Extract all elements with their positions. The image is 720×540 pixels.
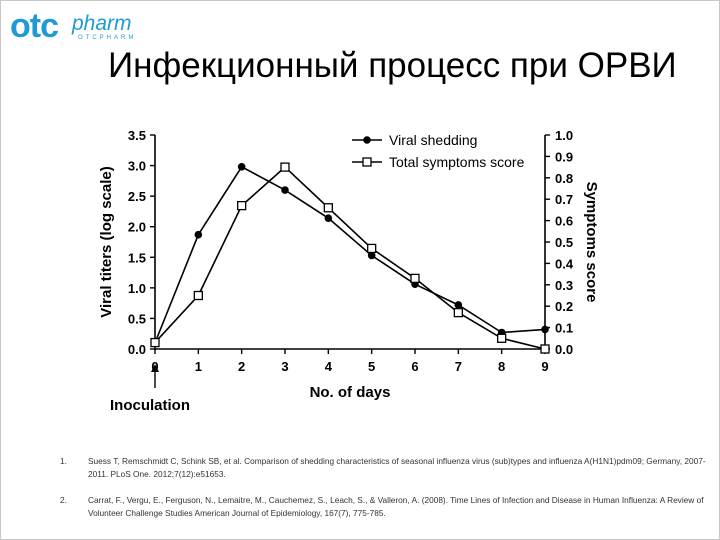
right-y-tick-label: 0.0 — [555, 342, 573, 357]
viral-shedding-point — [454, 301, 463, 309]
logo-part-subtitle: OTCPHARM — [78, 35, 137, 41]
legend-label: Viral shedding — [389, 132, 477, 148]
symptoms-score-point — [497, 333, 507, 343]
right-y-tick-label: 0.4 — [555, 256, 574, 271]
x-tick-label: 9 — [541, 359, 548, 374]
symptoms-score-point — [150, 337, 160, 348]
legend-marker-viral-shedding — [363, 136, 371, 144]
symptoms-score-point — [280, 162, 290, 172]
x-axis-label: No. of days — [310, 384, 391, 401]
right-y-tick-label: 0.8 — [555, 171, 573, 186]
left-y-tick-label: 2.0 — [128, 220, 146, 235]
x-tick-label: 7 — [455, 359, 462, 374]
reference-number: 2. — [60, 495, 67, 505]
right-y-tick-label: 0.1 — [555, 321, 573, 336]
left-y-tick-label: 2.5 — [128, 189, 146, 204]
reference-text: Suess T, Remschmidt C, Schink SB, et al.… — [88, 456, 706, 479]
reference-item: 2. Carrat, F., Vergu, E., Ferguson, N., … — [60, 494, 710, 520]
left-y-tick-label: 1.5 — [128, 250, 146, 265]
inoculation-label: Inoculation — [110, 397, 190, 414]
symptoms-score-point — [453, 307, 463, 318]
right-y-tick-label: 0.9 — [555, 149, 573, 164]
right-y-tick-label: 1.0 — [555, 128, 573, 143]
right-y-tick-label: 0.6 — [555, 214, 573, 229]
otcpharm-logo: otc pharm OTCPHARM — [10, 6, 150, 46]
symptoms-score-point — [410, 273, 420, 284]
viral-shedding-point — [541, 325, 549, 334]
symptoms-score-point — [540, 344, 550, 354]
symptoms-score-point — [193, 290, 203, 301]
right-y-tick-label: 0.5 — [555, 235, 573, 250]
x-tick-label: 1 — [195, 359, 202, 374]
symptoms-score-point — [367, 243, 377, 254]
x-tick-label: 4 — [325, 359, 333, 374]
x-tick-label: 6 — [411, 359, 418, 374]
left-y-tick-label: 0.5 — [128, 311, 146, 326]
viral-shedding-point — [324, 214, 333, 222]
viral-shedding-point — [281, 186, 289, 194]
left-y-tick-label: 3.0 — [128, 159, 146, 174]
inoculation-arrow-head — [151, 364, 159, 372]
logo-part-pharm: pharm — [72, 12, 132, 35]
series-line-1 — [154, 165, 546, 344]
left-y-axis-label: Viral titers (log scale) — [98, 166, 115, 317]
slide-title: Инфекционный процесс при ОРВИ — [108, 46, 677, 85]
references-list: 1. Suess T, Remschmidt C, Schink SB, et … — [60, 455, 710, 533]
viral-shedding-point — [237, 162, 246, 171]
legend-marker-symptoms-score — [362, 157, 372, 167]
legend-label: Total symptoms score — [389, 154, 525, 170]
reference-number: 1. — [60, 456, 67, 466]
x-tick-label: 5 — [368, 359, 375, 374]
symptoms-score-point — [323, 203, 333, 213]
viral-shedding-point — [194, 230, 203, 239]
symptoms-score-point — [237, 200, 247, 211]
right-y-tick-label: 0.3 — [555, 278, 573, 293]
right-y-tick-label: 0.7 — [555, 192, 573, 207]
x-tick-label: 3 — [281, 359, 288, 374]
left-y-tick-label: 0.0 — [128, 342, 146, 357]
x-tick-label: 2 — [238, 359, 245, 374]
viral-shedding-point — [367, 251, 376, 260]
reference-item: 1. Suess T, Remschmidt C, Schink SB, et … — [60, 455, 710, 481]
series-line-2 — [154, 166, 546, 350]
left-y-tick-label: 3.5 — [128, 128, 146, 143]
reference-text: Carrat, F., Vergu, E., Ferguson, N., Lem… — [88, 495, 704, 518]
left-y-tick-label: 1.0 — [128, 281, 146, 296]
right-y-axis-label: Symptoms score — [583, 182, 600, 303]
right-y-tick-label: 0.2 — [555, 299, 573, 314]
logo-part-otc: otc — [10, 7, 59, 45]
x-tick-label: 8 — [498, 359, 505, 374]
